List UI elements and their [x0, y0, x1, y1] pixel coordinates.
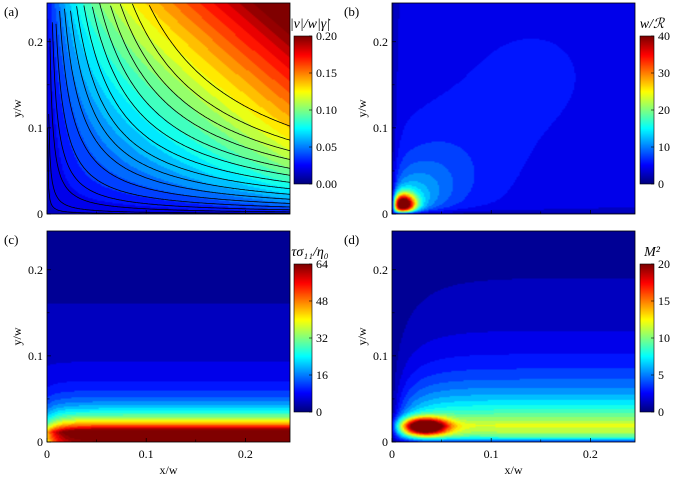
axes-b: 0 0.1 0.2 y/w [355, 2, 636, 221]
colorbar-tick-label: 0.00 [316, 177, 337, 191]
colorbar-tick-label: 10 [658, 140, 670, 154]
heatmap-a [47, 3, 290, 214]
colorbar-gradient [294, 264, 312, 412]
colorbar-tick-label: 0.20 [316, 29, 337, 43]
y-tick-label: 0.2 [373, 263, 388, 277]
heatmap-b [392, 3, 635, 214]
x-axis-label: x/w [160, 463, 178, 477]
x-tick-label: 0.2 [583, 447, 598, 461]
streamline [64, 8, 290, 200]
plot-frame [46, 230, 291, 443]
axes-c: 0 0.1 0.2 0 0.1 0.2 x/w y/w [10, 230, 291, 477]
streamline [76, 6, 291, 190]
colorbar-tick-label: 20 [658, 257, 670, 271]
x-tick-label: 0.1 [139, 447, 154, 461]
streamline [48, 113, 290, 214]
panel-label-c: (c) [4, 232, 18, 247]
streamline [70, 10, 291, 195]
plot-frame [391, 2, 636, 215]
colorbar-tick-label: 0 [658, 405, 664, 419]
y-tick-label: 0.1 [28, 121, 43, 135]
streamline [51, 22, 290, 211]
axes-d: 0 0.1 0.2 0 0.1 0.2 x/w y/w [355, 230, 636, 477]
y-tick-label: 0 [382, 435, 388, 449]
colorbar-title: w/ℛ [640, 17, 665, 32]
plot-frame [46, 2, 291, 215]
colorbar-tick-label: 0 [658, 177, 664, 191]
panel-label-b: (b) [344, 4, 359, 19]
colorbar-tick-label: 0.15 [316, 66, 337, 80]
plot-frame [391, 230, 636, 443]
streamline [110, 5, 291, 160]
y-tick-label: 0.2 [28, 263, 43, 277]
colorbar-tick-label: 5 [658, 368, 664, 382]
streamline [99, 2, 291, 169]
y-axis-label: y/w [355, 99, 369, 117]
panel-label-d: (d) [344, 232, 359, 247]
x-tick-label: 0 [389, 447, 395, 461]
x-tick-label: 0 [44, 447, 50, 461]
y-axis-label: y/w [355, 327, 369, 345]
x-axis-label: x/w [505, 463, 523, 477]
colorbar-b: 0 10 20 30 40w/ℛ [639, 17, 670, 191]
y-tick-label: 0.1 [373, 121, 388, 135]
y-tick-label: 0.1 [28, 349, 43, 363]
colorbar-tick-label: 0.10 [316, 103, 337, 117]
streamline [55, 23, 291, 208]
x-tick-label: 0.1 [484, 447, 499, 461]
y-tick-label: 0 [37, 435, 43, 449]
streamline [59, 10, 291, 204]
colorbar-tick-label: 0.05 [316, 140, 337, 154]
streamline [132, 3, 291, 141]
colorbar-tick-label: 40 [658, 29, 670, 43]
y-axis-label: y/w [10, 99, 24, 117]
colorbar-tick-label: 20 [658, 103, 670, 117]
streamline [119, 3, 291, 152]
colorbar-gradient [640, 264, 654, 412]
y-tick-label: 0 [37, 207, 43, 221]
streamline [92, 6, 291, 176]
streamline [83, 5, 291, 183]
streamline [148, 5, 291, 127]
colorbar-tick-label: 10 [658, 331, 670, 345]
colorbar-tick-label: 15 [658, 294, 670, 308]
panel-label-a: (a) [4, 4, 18, 19]
y-tick-label: 0.2 [373, 35, 388, 49]
colorbar-gradient [640, 36, 654, 184]
heatmap-c [47, 231, 290, 442]
heatmap-d [392, 231, 635, 442]
streamlines [47, 2, 291, 215]
colorbar-title: τσ₁₁/η₀ [291, 245, 328, 260]
axes-a: 0 0.1 0.2 y/w [10, 2, 291, 221]
streamline [49, 38, 290, 213]
y-tick-label: 0.1 [373, 349, 388, 363]
y-axis-label: y/w [10, 327, 24, 345]
colorbar-tick-label: 32 [316, 331, 328, 345]
y-tick-label: 0.2 [28, 35, 43, 49]
colorbar-title: |v|/w|γ̇| [290, 17, 331, 32]
colorbar-tick-label: 48 [316, 294, 328, 308]
y-tick-label: 0 [382, 207, 388, 221]
colorbar-title: M² [643, 245, 661, 260]
colorbar-gradient [294, 36, 312, 184]
colorbar-tick-label: 30 [658, 66, 670, 80]
colorbar-tick-label: 64 [316, 257, 328, 271]
colorbar-tick-label: 16 [316, 368, 328, 382]
x-tick-label: 0.2 [238, 447, 253, 461]
colorbar-a: 0.00 0.05 0.10 0.15 0.20|v|/w|γ̇| [290, 17, 337, 191]
colorbar-tick-label: 0 [316, 405, 322, 419]
